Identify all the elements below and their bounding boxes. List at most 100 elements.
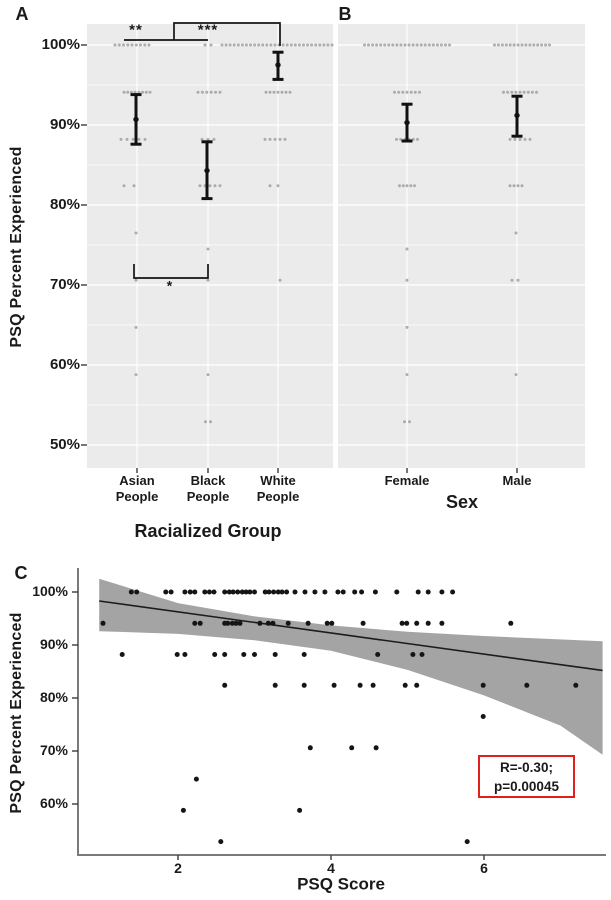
scatter-point xyxy=(301,652,307,657)
jitter-point xyxy=(504,43,508,47)
scatter-point xyxy=(187,589,193,595)
jitter-point xyxy=(206,373,210,377)
y-tick-label: 90% xyxy=(39,636,68,652)
scatter-point xyxy=(357,682,363,688)
significance-label-asian-black-bottom: * xyxy=(166,277,174,294)
scatter-point xyxy=(230,589,236,595)
y-axis-title-top: PSQ Percent Experienced xyxy=(8,146,25,348)
jitter-point xyxy=(212,137,216,141)
scatter-point xyxy=(464,839,470,845)
scatter-point xyxy=(212,652,218,657)
scatter-point xyxy=(119,652,125,657)
significance-label-black-white: *** xyxy=(197,21,219,39)
jitter-point xyxy=(137,137,141,141)
mean-point xyxy=(204,167,210,174)
scatter-point xyxy=(211,589,217,595)
jitter-point xyxy=(289,43,293,47)
scatter-point xyxy=(182,652,188,657)
jitter-point xyxy=(268,137,272,141)
scatter-point xyxy=(404,620,410,626)
jitter-point xyxy=(411,137,415,141)
scatter-point xyxy=(222,652,228,657)
jitter-point xyxy=(522,90,526,94)
scatter-point xyxy=(312,589,318,595)
scatter-point xyxy=(182,589,188,595)
jitter-point xyxy=(383,43,387,47)
scatter-point xyxy=(508,620,514,626)
jitter-point xyxy=(532,43,536,47)
jitter-point xyxy=(435,43,439,47)
scatter-point xyxy=(349,745,355,751)
scatter-point xyxy=(352,589,358,595)
y-tick-label: 70% xyxy=(39,742,68,758)
y-tick-label: 80% xyxy=(39,689,68,705)
jitter-point xyxy=(387,43,391,47)
scatter-point xyxy=(450,589,456,595)
scatter-point xyxy=(324,620,330,626)
scatter-point xyxy=(235,589,241,595)
jitter-point xyxy=(508,43,512,47)
scatter-point xyxy=(399,620,405,626)
scatter-point xyxy=(372,589,378,595)
jitter-point xyxy=(209,90,213,94)
jitter-point xyxy=(502,90,505,94)
jitter-point xyxy=(206,278,210,282)
jitter-point xyxy=(278,278,282,282)
significance-bracket xyxy=(133,264,209,279)
jitter-point xyxy=(143,137,147,141)
scatter-point xyxy=(265,620,271,626)
jitter-point xyxy=(379,43,383,47)
jitter-point xyxy=(218,90,222,94)
scatter-point xyxy=(134,589,140,595)
y-tick-label: 60% xyxy=(39,795,68,811)
jitter-point xyxy=(117,43,121,47)
scatter-point xyxy=(180,807,186,813)
jitter-point xyxy=(413,90,417,94)
jitter-point xyxy=(134,231,138,235)
scatter-point xyxy=(257,620,263,626)
category-label-white-people: White People xyxy=(256,472,300,504)
jitter-point xyxy=(280,90,284,94)
scatter-point xyxy=(128,589,134,595)
panel-a-label: A xyxy=(15,3,29,24)
jitter-point xyxy=(536,43,540,47)
jitter-point xyxy=(126,90,130,94)
jitter-point xyxy=(514,231,518,235)
stat-p-value: p=0.00045 xyxy=(494,778,559,794)
jitter-point xyxy=(510,90,514,94)
scatter-point xyxy=(284,589,290,595)
jitter-point xyxy=(535,90,538,94)
jitter-point xyxy=(407,43,411,47)
jitter-point xyxy=(418,90,421,94)
jitter-point xyxy=(143,43,147,47)
jitter-point xyxy=(322,43,326,47)
significance-bracket xyxy=(173,22,281,46)
jitter-point xyxy=(518,137,522,141)
jitter-point xyxy=(399,137,403,141)
jitter-point xyxy=(403,43,407,47)
jitter-point xyxy=(405,90,409,94)
jitter-point xyxy=(278,137,282,141)
scatter-point xyxy=(275,589,281,595)
category-label-black-people: Black People xyxy=(186,472,230,504)
correlation-stat-box: R=-0.30; p=0.00045 xyxy=(478,755,575,798)
jitter-point xyxy=(209,420,212,424)
jitter-point xyxy=(302,43,305,47)
scatter-point xyxy=(360,620,366,626)
jitter-point xyxy=(137,90,141,94)
scatter-point xyxy=(272,652,278,657)
jitter-point xyxy=(508,137,512,141)
scatter-point xyxy=(307,745,313,751)
jitter-point xyxy=(513,137,517,141)
jitter-point xyxy=(397,90,401,94)
y-tick-label: 100% xyxy=(32,583,68,599)
jitter-point xyxy=(126,43,130,47)
jitter-point xyxy=(512,43,516,47)
jitter-point xyxy=(403,420,406,424)
jitter-point xyxy=(132,184,136,188)
panel-c-label: C xyxy=(14,562,28,583)
jitter-point xyxy=(272,90,276,94)
scatter-point xyxy=(335,589,341,595)
mean-point xyxy=(514,112,520,119)
y-tick-label: 80% xyxy=(49,196,80,213)
